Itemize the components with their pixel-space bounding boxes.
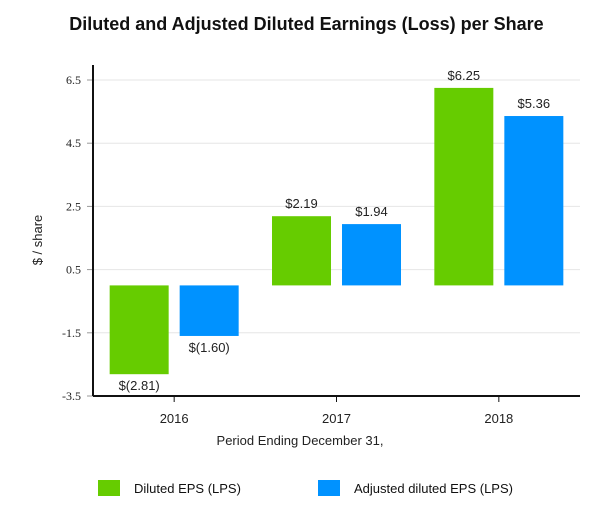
bar-2017-adjusted <box>342 224 401 286</box>
x-axis-title: Period Ending December 31, <box>217 433 384 448</box>
legend-label-diluted: Diluted EPS (LPS) <box>134 480 241 496</box>
y-tick-label: 6.5 <box>66 73 81 87</box>
x-tick-label: 2018 <box>484 411 513 426</box>
data-label: $2.19 <box>285 196 318 211</box>
y-tick-label: -1.5 <box>62 326 81 340</box>
y-tick-label: 0.5 <box>66 263 81 277</box>
data-label: $6.25 <box>448 68 481 83</box>
legend-item-diluted: Diluted EPS (LPS) <box>98 480 241 496</box>
data-label: $(1.60) <box>189 340 230 355</box>
y-tick-label: 2.5 <box>66 199 81 213</box>
legend-label-adjusted: Adjusted diluted EPS (LPS) <box>354 480 513 496</box>
data-label: $5.36 <box>518 96 551 111</box>
x-tick-label: 2016 <box>160 411 189 426</box>
legend-swatch-diluted <box>98 480 120 496</box>
x-tick-label: 2017 <box>322 411 351 426</box>
y-tick-label: 4.5 <box>66 136 81 150</box>
bar-2017-diluted <box>272 216 331 286</box>
bar-2016-adjusted <box>179 285 239 336</box>
legend-swatch-adjusted <box>318 480 340 496</box>
bar-2018-diluted <box>434 87 494 286</box>
y-tick-label: -3.5 <box>62 389 81 403</box>
chart-title: Diluted and Adjusted Diluted Earnings (L… <box>69 14 544 34</box>
data-label: $(2.81) <box>119 378 160 393</box>
bar-2016-diluted <box>109 285 169 375</box>
bar-2018-adjusted <box>504 116 564 286</box>
legend-item-adjusted: Adjusted diluted EPS (LPS) <box>318 480 513 496</box>
y-axis-title: $ / share <box>30 215 45 266</box>
data-label: $1.94 <box>355 204 388 219</box>
